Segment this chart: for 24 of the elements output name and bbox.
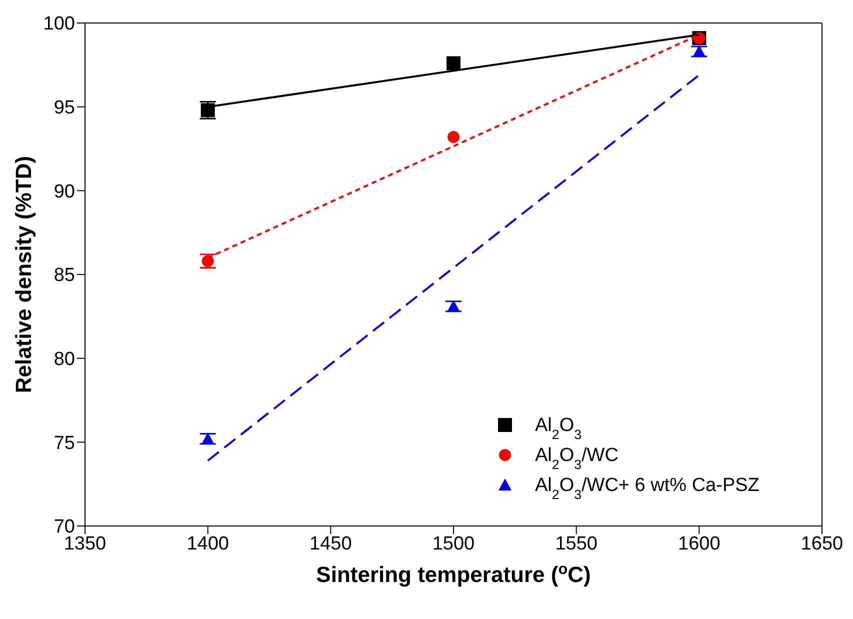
y-tick-label: 75 [54, 432, 75, 454]
point [202, 255, 214, 268]
x-tick-label: 1350 [64, 533, 106, 554]
x-tick-label: 1650 [800, 533, 844, 554]
y-tick-label: 95 [54, 98, 75, 119]
point [201, 432, 214, 444]
point [447, 300, 460, 312]
point [692, 45, 706, 58]
y-tick-label: 100 [43, 14, 75, 35]
y-tick-label: 85 [54, 265, 75, 286]
x-tick-label: 1550 [555, 533, 598, 554]
point [446, 56, 460, 70]
y-axis-title: Relative density (%TD) [11, 156, 36, 394]
x-tick-label: 1500 [432, 533, 475, 554]
legend-label: Al$_{2}$O$_{3}$ [535, 415, 582, 442]
y-tick-label: 80 [54, 349, 75, 370]
y-tick-label: 90 [54, 181, 75, 202]
point [448, 131, 460, 144]
x-axis-title: Sintering temperature ($^{o}$C) [316, 560, 591, 587]
x-tick-label: 1600 [678, 533, 720, 554]
x-tick-label: 1400 [186, 533, 229, 554]
legend-label: Al$_{2}$O$_{3}$/WC+ 6 wt% Ca-PSZ [535, 475, 760, 502]
legend-label: Al$_{2}$O$_{3}$/WC [535, 445, 618, 472]
x-tick-label: 1450 [310, 533, 352, 554]
